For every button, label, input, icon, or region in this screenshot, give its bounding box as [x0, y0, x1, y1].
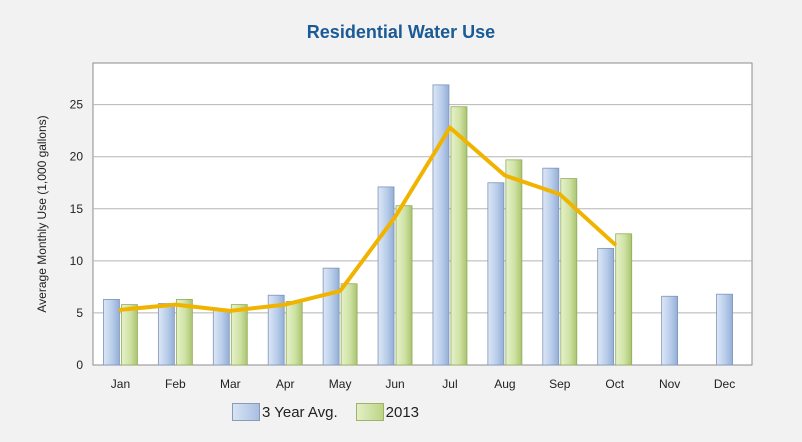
legend-swatch-3-year-avg	[232, 403, 260, 421]
y-tick-label: 25	[70, 98, 84, 112]
bar-3-year-avg	[542, 167, 560, 366]
x-tick-label: Apr	[276, 377, 295, 391]
plot-area	[92, 62, 753, 366]
y-tick-label: 20	[70, 150, 84, 164]
x-tick-label: Jul	[442, 377, 457, 391]
y-tick-label: 0	[76, 358, 83, 372]
bar-3-year-avg	[103, 298, 120, 366]
legend-item-3-year-avg: 3 Year Avg.	[232, 403, 338, 421]
bar-2013	[285, 301, 303, 366]
bar-3-year-avg	[267, 294, 285, 366]
bar-3-year-avg	[157, 303, 175, 366]
x-tick-label: Sep	[549, 377, 571, 391]
bar-2013	[450, 106, 468, 366]
y-tick-label: 10	[70, 254, 84, 268]
trend-line	[118, 125, 617, 313]
legend-label-2013: 2013	[385, 403, 420, 421]
bar-3-year-avg	[661, 295, 679, 366]
bar-3-year-avg	[432, 84, 450, 366]
bar-3-year-avg	[487, 182, 505, 366]
legend-swatch-2013	[355, 403, 384, 421]
legend: 3 Year Avg. 2013	[232, 403, 437, 421]
y-axis-label: Average Monthly Use (1,000 gallons)	[35, 115, 49, 312]
bar-3-year-avg	[212, 309, 230, 366]
bar-2013	[560, 178, 578, 366]
x-tick-label: Nov	[659, 377, 680, 391]
x-tick-label: Oct	[605, 377, 624, 391]
bar-2013	[505, 159, 523, 366]
x-tick-label: May	[329, 377, 352, 391]
bar-2013	[615, 233, 633, 366]
legend-item-2013: 2013	[355, 403, 420, 421]
x-tick-label: Feb	[165, 377, 186, 391]
bar-3-year-avg	[377, 186, 395, 366]
chart-title: Residential Water Use	[306, 22, 496, 42]
x-tick-label: Dec	[714, 377, 735, 391]
y-tick-label: 15	[70, 202, 84, 216]
bar-3-year-avg	[597, 247, 615, 366]
bar-2013	[340, 283, 358, 366]
x-tick-label: Aug	[494, 377, 515, 391]
bar-3-year-avg	[322, 267, 340, 366]
x-tick-label: Mar	[220, 377, 241, 391]
legend-label-3-year-avg: 3 Year Avg.	[262, 403, 338, 421]
bar-2013	[175, 298, 193, 366]
bar-2013	[230, 304, 248, 366]
bar-2013	[121, 304, 138, 366]
bar-2013	[395, 205, 413, 366]
x-tick-label: Jun	[385, 377, 404, 391]
bar-3-year-avg	[716, 293, 733, 366]
y-tick-label: 5	[76, 306, 83, 320]
x-tick-label: Jan	[111, 377, 130, 391]
